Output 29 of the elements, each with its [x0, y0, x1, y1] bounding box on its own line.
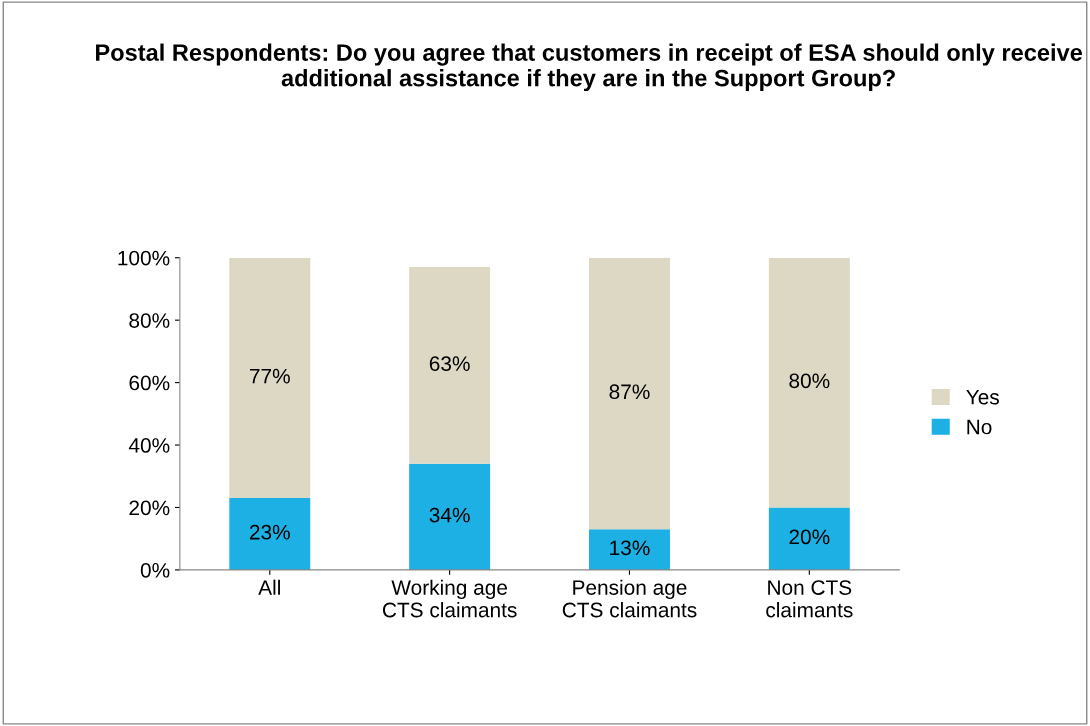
bar — [229, 498, 311, 570]
chart-title: Postal Respondents: Do you agree that customers in receipt of ESA should only receive additional assistance if they are in the Support Group? — [96, 43, 1083, 92]
bar — [589, 257, 670, 530]
legend-label: No — [967, 419, 992, 435]
x-tick-label: Non CTS claimants — [766, 580, 853, 618]
data-label: 23% — [249, 524, 290, 540]
y-tick-label: 20% — [129, 500, 170, 516]
data-label: 13% — [610, 540, 650, 556]
y-tick-label: 0% — [140, 562, 170, 578]
bar — [229, 257, 311, 499]
x-tick-label: Working age CTS claimants — [382, 579, 517, 618]
bar — [768, 507, 850, 570]
data-label: 34% — [429, 507, 470, 523]
bar — [589, 529, 670, 570]
data-label: 77% — [249, 368, 290, 384]
x-tick-label: All — [258, 579, 280, 595]
y-tick-label: 60% — [129, 375, 170, 391]
data-label: 80% — [789, 373, 830, 389]
y-tick-label: 40% — [128, 438, 170, 453]
data-label: 63% — [429, 356, 470, 372]
data-label: 87% — [609, 384, 650, 400]
legend-label: Yes — [966, 389, 999, 405]
x-tick-label: Pension age CTS claimants — [562, 579, 697, 618]
bar — [409, 267, 491, 464]
bar — [768, 257, 850, 508]
y-tick-label: 80% — [129, 313, 170, 328]
y-tick-label: 100% — [118, 250, 170, 266]
data-label: 20% — [789, 529, 830, 545]
bar — [409, 463, 491, 570]
